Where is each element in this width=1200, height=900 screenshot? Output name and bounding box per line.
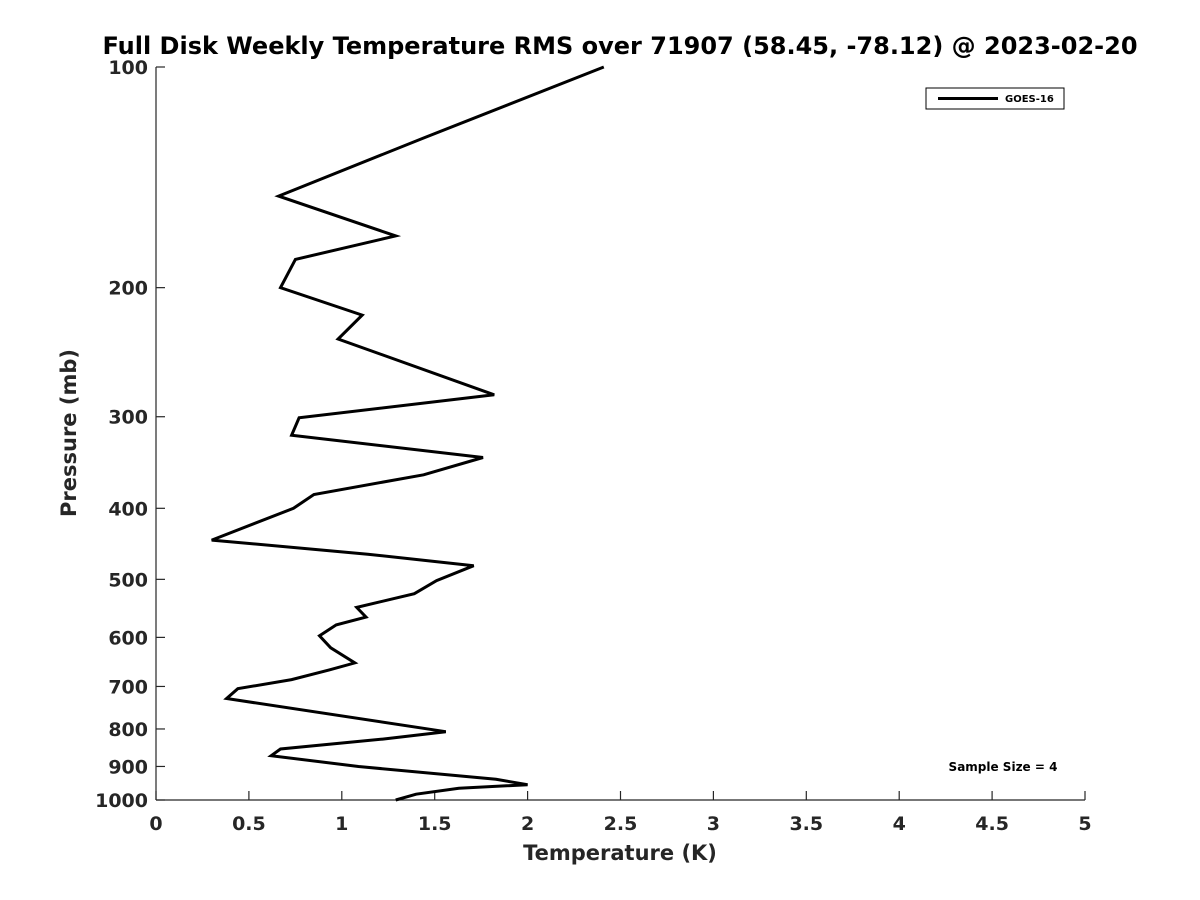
x-tick-label: 0.5 [232,813,266,835]
x-tick-label: 2.5 [604,813,638,835]
y-tick-label: 200 [108,278,148,300]
sample-size-annotation: Sample Size = 4 [949,760,1058,774]
y-axis-label: Pressure (mb) [57,349,81,517]
x-tick-label: 3 [707,813,720,835]
x-tick-label: 1 [335,813,348,835]
x-axis-label: Temperature (K) [523,841,717,865]
x-tick-label: 1.5 [418,813,452,835]
y-tick-label: 900 [108,756,148,778]
x-tick-label: 5 [1078,813,1091,835]
ticks: 0 0.5 1 1.5 2 2.5 3 3.5 4 4.5 5 100 200 300 400 500 600 7… [95,57,1092,835]
y-tick-label: 1000 [95,790,148,812]
y-tick-label: 600 [108,627,148,649]
series-line-goes-16 [211,65,605,802]
y-tick-label: 400 [108,498,148,520]
x-tick-label: 4 [893,813,906,835]
chart-title: Full Disk Weekly Temperature RMS over 71… [102,32,1137,60]
legend-entry-goes-16: GOES-16 [1005,94,1054,105]
y-tick-label: 500 [108,569,148,591]
x-tick-label: 4.5 [975,813,1009,835]
y-tick-label: 800 [108,719,148,741]
y-tick-label: 100 [108,57,148,79]
legend: GOES-16 [925,87,1065,110]
y-tick-label: 700 [108,676,148,698]
x-tick-label: 2 [521,813,534,835]
x-tick-label: 3.5 [789,813,823,835]
x-tick-label: 0 [149,813,162,835]
series-layer [211,65,605,802]
y-tick-label: 300 [108,407,148,429]
